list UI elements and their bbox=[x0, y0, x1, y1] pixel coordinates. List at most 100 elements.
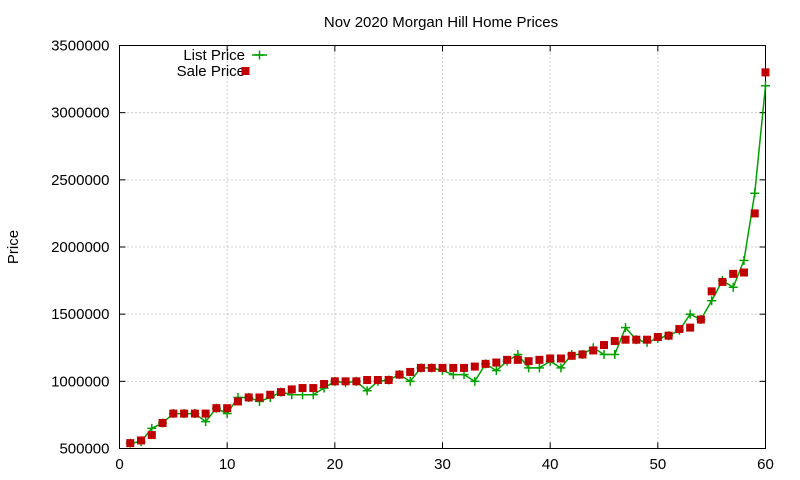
sale-price-point bbox=[460, 363, 469, 372]
sale-price-point bbox=[653, 333, 662, 342]
sale-price-point bbox=[352, 377, 361, 386]
sale-price-point bbox=[470, 362, 479, 371]
list-price-point bbox=[750, 188, 760, 198]
sale-price-point bbox=[675, 324, 684, 333]
list-price-point bbox=[362, 386, 372, 396]
y-tick-label: 3000000 bbox=[51, 105, 109, 122]
list-price-point bbox=[739, 255, 749, 265]
y-tick-label: 3500000 bbox=[51, 38, 109, 55]
sale-price-point bbox=[180, 409, 189, 418]
list-price-point bbox=[610, 349, 620, 359]
plot-frame bbox=[119, 45, 766, 449]
sale-price-point bbox=[406, 367, 415, 376]
sale-price-point bbox=[309, 384, 318, 393]
sale-price-point bbox=[223, 404, 232, 413]
sale-price-point bbox=[266, 390, 275, 399]
grid-lines bbox=[119, 45, 766, 449]
sale-price-point bbox=[190, 409, 199, 418]
sale-price-point bbox=[546, 354, 555, 363]
sale-price-point bbox=[341, 377, 350, 386]
sale-price-point bbox=[556, 354, 565, 363]
sale-price-point bbox=[621, 335, 630, 344]
sale-price-point bbox=[416, 363, 425, 372]
sale-price-point bbox=[729, 269, 738, 278]
sale-price-point bbox=[664, 331, 673, 340]
sale-price-point bbox=[696, 315, 705, 324]
sale-price-point bbox=[567, 351, 576, 360]
y-tick-label: 1000000 bbox=[51, 373, 109, 390]
sale-price-point bbox=[201, 409, 210, 418]
sale-price-point bbox=[137, 436, 146, 445]
legend-square-marker bbox=[241, 67, 250, 75]
sale-price-point bbox=[147, 431, 156, 440]
sale-price-point bbox=[503, 355, 512, 364]
sale-price-point bbox=[686, 323, 695, 332]
list-price-point bbox=[599, 349, 609, 359]
sale-price-point bbox=[255, 393, 264, 402]
list-price-point bbox=[534, 363, 544, 373]
sale-price-point bbox=[610, 337, 619, 346]
series-sale-price bbox=[126, 68, 770, 448]
sale-price-point bbox=[492, 358, 501, 367]
sale-price-point bbox=[233, 397, 242, 406]
sale-price-point bbox=[718, 277, 727, 286]
sale-price-point bbox=[427, 363, 436, 372]
y-axis-label: Price bbox=[5, 230, 22, 264]
list-price-point bbox=[728, 282, 738, 292]
sale-price-point bbox=[395, 370, 404, 379]
series-list-price bbox=[125, 81, 770, 448]
list-price-point bbox=[556, 363, 566, 373]
sale-price-point bbox=[438, 363, 447, 372]
list-price-point bbox=[621, 323, 631, 333]
sale-price-point bbox=[535, 355, 544, 364]
list-price-point bbox=[491, 366, 501, 376]
list-price-point bbox=[470, 376, 480, 386]
sale-price-point bbox=[287, 385, 296, 394]
list-price-point bbox=[201, 417, 211, 427]
sale-price-point bbox=[298, 384, 307, 393]
x-tick-label: 0 bbox=[115, 456, 123, 473]
sale-price-point bbox=[739, 268, 748, 277]
sale-price-point bbox=[632, 335, 641, 344]
list-price-point bbox=[405, 376, 415, 386]
x-tick-label: 40 bbox=[542, 456, 559, 473]
sale-price-point bbox=[158, 418, 167, 427]
sale-price-point bbox=[589, 346, 598, 355]
sale-price-point bbox=[330, 377, 339, 386]
y-tick-label: 500000 bbox=[59, 441, 109, 458]
sale-price-point bbox=[524, 357, 533, 366]
x-tick-label: 30 bbox=[434, 456, 451, 473]
sale-price-point bbox=[707, 287, 716, 296]
sale-price-point bbox=[244, 393, 253, 402]
sale-price-point bbox=[481, 359, 490, 368]
sale-price-point bbox=[643, 335, 652, 344]
sale-price-point bbox=[363, 375, 372, 384]
sale-price-point bbox=[750, 209, 759, 218]
sale-price-point bbox=[761, 68, 770, 77]
axis-ticks: 0 10 20 30 40 50 60 500000 1000000 1500000 2000000… bbox=[51, 38, 774, 474]
y-tick-label: 1500000 bbox=[51, 306, 109, 323]
sale-price-point bbox=[169, 409, 178, 418]
sale-price-point bbox=[513, 355, 522, 364]
list-price-point bbox=[685, 309, 695, 319]
series-layer bbox=[125, 68, 770, 448]
y-tick-label: 2000000 bbox=[51, 239, 109, 256]
x-tick-label: 20 bbox=[326, 456, 343, 473]
x-tick-label: 50 bbox=[649, 456, 666, 473]
sale-price-point bbox=[384, 375, 393, 384]
list-price-line bbox=[130, 85, 767, 444]
legend-label: List Price bbox=[183, 47, 245, 64]
sale-price-point bbox=[373, 375, 382, 384]
chart-title: Nov 2020 Morgan Hill Home Prices bbox=[324, 14, 558, 31]
sale-price-point bbox=[277, 388, 285, 397]
legend-plus-marker bbox=[255, 50, 264, 60]
sale-price-point bbox=[449, 363, 458, 372]
legend-label: Sale Price bbox=[177, 63, 245, 80]
sale-price-point bbox=[126, 439, 135, 448]
list-price-point bbox=[707, 296, 717, 306]
sale-price-point bbox=[600, 341, 608, 350]
y-tick-label: 2500000 bbox=[51, 172, 109, 189]
list-price-point bbox=[761, 81, 770, 91]
